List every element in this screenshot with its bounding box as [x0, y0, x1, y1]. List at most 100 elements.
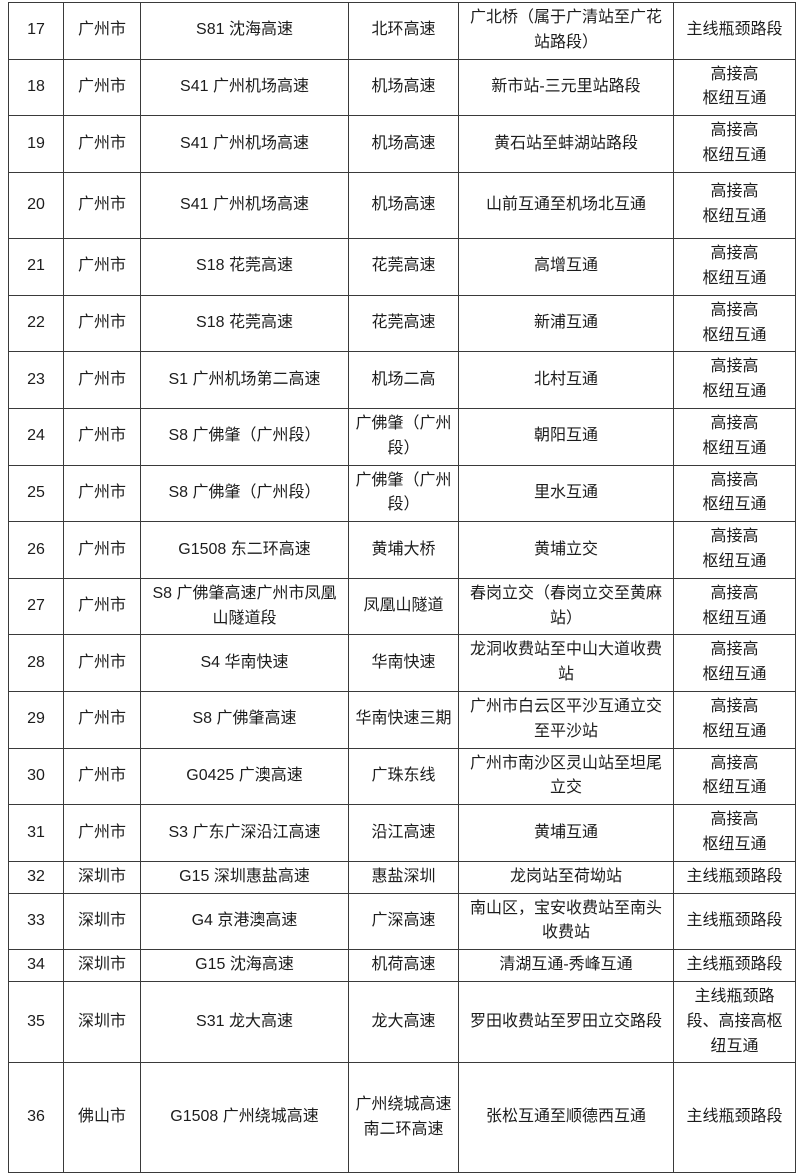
cell-number: 18 — [8, 58, 64, 117]
table-row: 21 广州市 S18 花莞高速 花莞高速 高增互通 高接高 枢纽互通 — [8, 237, 796, 296]
cell-city: 广州市 — [63, 747, 141, 806]
cell-section: 清湖互通-秀峰互通 — [458, 949, 674, 982]
cell-city: 广州市 — [63, 690, 141, 749]
cell-road-alias: 华南快速三期 — [348, 690, 459, 749]
cell-road-name: S81 沈海高速 — [140, 2, 349, 60]
cell-number: 26 — [8, 521, 64, 579]
table-body: 17 广州市 S81 沈海高速 北环高速 广北桥（属于广清站至广花站路段） 主线瓶颈路段 1… — [8, 2, 796, 1173]
cell-section: 黄埔互通 — [458, 804, 674, 862]
cell-road-name: S4 华南快速 — [140, 634, 349, 692]
cell-road-name: S1 广州机场第二高速 — [140, 351, 349, 409]
table-row: 22 广州市 S18 花莞高速 花莞高速 新浦互通 高接高 枢纽互通 — [8, 294, 796, 353]
cell-congestion-type: 高接高 枢纽互通 — [673, 634, 796, 692]
cell-road-alias: 龙大高速 — [348, 980, 459, 1064]
cell-section: 罗田收费站至罗田立交路段 — [458, 980, 674, 1064]
table-row: 25 广州市 S8 广佛肇（广州段） 广佛肇（广州段） 里水互通 高接高 枢纽互通 — [8, 464, 796, 523]
cell-road-name: G4 京港澳高速 — [140, 892, 349, 951]
cell-number: 23 — [8, 351, 64, 409]
cell-number: 20 — [8, 171, 64, 239]
cell-congestion-type: 高接高 枢纽互通 — [673, 577, 796, 636]
cell-section: 高增互通 — [458, 237, 674, 296]
table-row: 34 深圳市 G15 沈海高速 机荷高速 清湖互通-秀峰互通 主线瓶颈路段 — [8, 949, 796, 982]
cell-road-name: S8 广佛肇（广州段） — [140, 407, 349, 466]
cell-city: 广州市 — [63, 294, 141, 353]
cell-congestion-type: 主线瓶颈路段 — [673, 949, 796, 982]
cell-section: 南山区，宝安收费站至南头收费站 — [458, 892, 674, 951]
cell-number: 32 — [8, 860, 64, 894]
table-row: 30 广州市 G0425 广澳高速 广珠东线 广州市南沙区灵山站至坦尾立交 高接高 枢纽互… — [8, 747, 796, 806]
cell-number: 21 — [8, 237, 64, 296]
cell-city: 广州市 — [63, 464, 141, 523]
cell-number: 29 — [8, 690, 64, 749]
cell-road-name: S31 龙大高速 — [140, 980, 349, 1064]
cell-road-name: S41 广州机场高速 — [140, 171, 349, 239]
cell-road-alias: 机场二高 — [348, 351, 459, 409]
cell-section: 新市站-三元里站路段 — [458, 58, 674, 117]
cell-road-alias: 广佛肇（广州段） — [348, 407, 459, 466]
cell-number: 36 — [8, 1062, 64, 1173]
cell-section: 广北桥（属于广清站至广花站路段） — [458, 2, 674, 60]
cell-road-alias: 花莞高速 — [348, 237, 459, 296]
cell-road-alias: 沿江高速 — [348, 804, 459, 862]
cell-congestion-type: 主线瓶颈路段 — [673, 860, 796, 894]
cell-section: 里水互通 — [458, 464, 674, 523]
cell-section: 广州市南沙区灵山站至坦尾立交 — [458, 747, 674, 806]
cell-section: 张松互通至顺德西互通 — [458, 1062, 674, 1173]
cell-congestion-type: 主线瓶颈路段 — [673, 892, 796, 951]
cell-congestion-type: 高接高 枢纽互通 — [673, 464, 796, 523]
cell-congestion-type: 高接高 枢纽互通 — [673, 237, 796, 296]
cell-number: 30 — [8, 747, 64, 806]
cell-number: 25 — [8, 464, 64, 523]
cell-city: 广州市 — [63, 351, 141, 409]
table-row: 27 广州市 S8 广佛肇高速广州市凤凰山隧道段 凤凰山隧道 春岗立交（春岗立交至黄麻站… — [8, 577, 796, 636]
cell-road-name: S41 广州机场高速 — [140, 58, 349, 117]
table-row: 35 深圳市 S31 龙大高速 龙大高速 罗田收费站至罗田立交路段 主线瓶颈路段、高接高枢… — [8, 980, 796, 1064]
table-row: 26 广州市 G1508 东二环高速 黄埔大桥 黄埔立交 高接高 枢纽互通 — [8, 521, 796, 579]
cell-road-alias: 惠盐深圳 — [348, 860, 459, 894]
cell-number: 27 — [8, 577, 64, 636]
cell-congestion-type: 高接高 枢纽互通 — [673, 690, 796, 749]
cell-number: 24 — [8, 407, 64, 466]
cell-section: 广州市白云区平沙互通立交至平沙站 — [458, 690, 674, 749]
cell-road-alias: 凤凰山隧道 — [348, 577, 459, 636]
cell-number: 22 — [8, 294, 64, 353]
cell-congestion-type: 高接高 枢纽互通 — [673, 171, 796, 239]
cell-road-name: G15 深圳惠盐高速 — [140, 860, 349, 894]
cell-road-name: S8 广佛肇高速广州市凤凰山隧道段 — [140, 577, 349, 636]
cell-section: 春岗立交（春岗立交至黄麻站） — [458, 577, 674, 636]
cell-road-alias: 机场高速 — [348, 171, 459, 239]
cell-section: 黄石站至蚌湖站路段 — [458, 115, 674, 173]
cell-road-alias: 机场高速 — [348, 115, 459, 173]
cell-city: 广州市 — [63, 407, 141, 466]
cell-number: 35 — [8, 980, 64, 1064]
cell-number: 17 — [8, 2, 64, 60]
cell-number: 31 — [8, 804, 64, 862]
cell-road-alias: 广珠东线 — [348, 747, 459, 806]
cell-city: 深圳市 — [63, 860, 141, 894]
table-row: 24 广州市 S8 广佛肇（广州段） 广佛肇（广州段） 朝阳互通 高接高 枢纽互通 — [8, 407, 796, 466]
cell-city: 深圳市 — [63, 892, 141, 951]
cell-congestion-type: 主线瓶颈路段 — [673, 2, 796, 60]
table-row: 32 深圳市 G15 深圳惠盐高速 惠盐深圳 龙岗站至荷坳站 主线瓶颈路段 — [8, 860, 796, 894]
cell-congestion-type: 高接高 枢纽互通 — [673, 747, 796, 806]
cell-road-alias: 花莞高速 — [348, 294, 459, 353]
cell-section: 龙洞收费站至中山大道收费站 — [458, 634, 674, 692]
cell-road-alias: 机荷高速 — [348, 949, 459, 982]
cell-road-alias: 黄埔大桥 — [348, 521, 459, 579]
cell-road-name: S3 广东广深沿江高速 — [140, 804, 349, 862]
table-row: 17 广州市 S81 沈海高速 北环高速 广北桥（属于广清站至广花站路段） 主线瓶颈路段 — [8, 2, 796, 60]
cell-number: 28 — [8, 634, 64, 692]
cell-congestion-type: 高接高 枢纽互通 — [673, 115, 796, 173]
cell-city: 广州市 — [63, 521, 141, 579]
cell-city: 广州市 — [63, 634, 141, 692]
table-row: 28 广州市 S4 华南快速 华南快速 龙洞收费站至中山大道收费站 高接高 枢纽互通 — [8, 634, 796, 692]
cell-section: 新浦互通 — [458, 294, 674, 353]
cell-number: 33 — [8, 892, 64, 951]
cell-road-name: G0425 广澳高速 — [140, 747, 349, 806]
cell-road-name: G1508 东二环高速 — [140, 521, 349, 579]
cell-road-alias: 北环高速 — [348, 2, 459, 60]
table-row: 36 佛山市 G1508 广州绕城高速 广州绕城高速南二环高速 张松互通至顺德西互通 主线… — [8, 1062, 796, 1173]
cell-road-name: G1508 广州绕城高速 — [140, 1062, 349, 1173]
table-row: 33 深圳市 G4 京港澳高速 广深高速 南山区，宝安收费站至南头收费站 主线瓶颈路段 — [8, 892, 796, 951]
